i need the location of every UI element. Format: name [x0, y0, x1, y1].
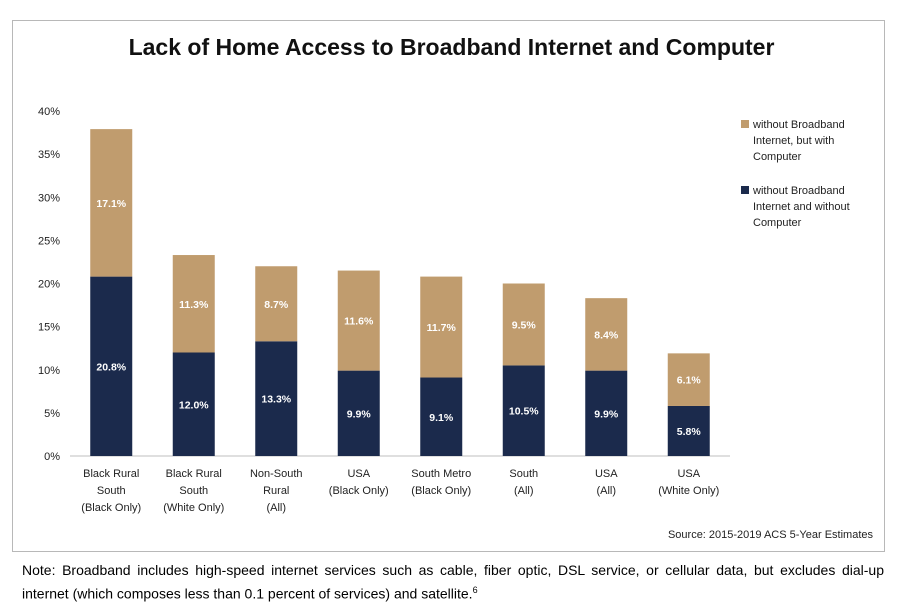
- note-text: Note: Broadband includes high-speed inte…: [22, 562, 884, 602]
- x-tick-label: Non-South: [250, 468, 303, 480]
- x-tick-label: (All): [266, 502, 286, 514]
- bar-segment-no-computer: [667, 405, 710, 456]
- data-label: 12.0%: [179, 399, 209, 411]
- x-tick-label: USA: [595, 468, 618, 480]
- footnote-marker: 6: [472, 585, 478, 595]
- chart-frame: [12, 20, 885, 552]
- data-label: 11.6%: [344, 316, 374, 328]
- x-tick-label: Black Rural: [166, 468, 222, 480]
- y-tick-label: 20%: [38, 279, 60, 291]
- x-tick-label: South: [97, 485, 126, 497]
- bar-segment-with-computer: [585, 298, 628, 371]
- y-tick-label: 25%: [38, 235, 60, 247]
- bar-segment-with-computer: [420, 276, 463, 378]
- legend-label: without Broadband: [752, 185, 845, 197]
- chart-title: Lack of Home Access to Broadband Interne…: [128, 34, 775, 60]
- bar-segment-with-computer: [255, 266, 298, 342]
- legend-swatch: [741, 120, 749, 128]
- x-tick-label: (White Only): [163, 502, 224, 514]
- data-label: 11.3%: [179, 299, 209, 311]
- data-label: 11.7%: [427, 322, 457, 334]
- data-label: 13.3%: [261, 394, 291, 406]
- y-tick-label: 35%: [38, 149, 60, 161]
- bar-segment-with-computer: [90, 129, 133, 277]
- stacked-bar-chart: 0% 5% 10% 15% 20% 25% 30% 35% 40% 20.8% 17.1% Black…: [38, 106, 850, 514]
- x-tick-label: Rural: [263, 485, 289, 497]
- legend-label: Internet, but with: [753, 135, 834, 147]
- y-tick-label: 5%: [44, 408, 60, 420]
- data-label: 8.7%: [264, 299, 289, 311]
- x-tick-label: Black Rural: [83, 468, 139, 480]
- legend-label: Computer: [753, 151, 802, 163]
- x-tick-label: USA: [347, 468, 370, 480]
- x-tick-label: (White Only): [658, 485, 719, 497]
- legend-swatch: [741, 186, 749, 194]
- source-text: Source: 2015-2019 ACS 5-Year Estimates: [667, 529, 873, 541]
- x-tick-label: (All): [514, 485, 534, 497]
- x-tick-label: (All): [596, 485, 616, 497]
- bar-segment-no-computer: [337, 370, 380, 456]
- y-tick-label: 15%: [38, 322, 60, 334]
- y-tick-label: 40%: [38, 106, 60, 118]
- bar-segment-with-computer: [667, 353, 710, 406]
- x-tick-label: South Metro: [411, 468, 471, 480]
- bar-segment-no-computer: [502, 365, 545, 456]
- x-tick-label: USA: [677, 468, 700, 480]
- x-tick-label: South: [509, 468, 538, 480]
- x-tick-label: (Black Only): [411, 485, 471, 497]
- legend-label: without Broadband: [752, 119, 845, 131]
- x-tick-label: (Black Only): [81, 502, 141, 514]
- y-tick-label: 30%: [38, 192, 60, 204]
- y-tick-label: 10%: [38, 365, 60, 377]
- data-label: 9.5%: [512, 319, 537, 331]
- bar-segment-with-computer: [172, 255, 215, 353]
- legend-label: Computer: [753, 217, 802, 229]
- bar-segment-no-computer: [172, 352, 215, 456]
- data-label: 6.1%: [677, 375, 702, 387]
- legend-label: Internet and without: [753, 201, 850, 213]
- bar-segment-no-computer: [255, 341, 298, 456]
- bar-segment-no-computer: [420, 377, 463, 456]
- data-label: 8.4%: [594, 329, 619, 341]
- x-tick-label: South: [179, 485, 208, 497]
- bar-segment-with-computer: [337, 270, 380, 371]
- data-label: 9.9%: [347, 408, 372, 420]
- data-label: 9.9%: [594, 408, 619, 420]
- data-label: 17.1%: [96, 198, 126, 210]
- data-label: 5.8%: [677, 426, 702, 438]
- y-tick-label: 0%: [44, 451, 60, 463]
- bar-segment-no-computer: [90, 276, 133, 456]
- x-tick-label: (Black Only): [329, 485, 389, 497]
- footnote: Note: Broadband includes high-speed inte…: [22, 560, 884, 604]
- bar-segment-no-computer: [585, 370, 628, 456]
- data-label: 20.8%: [96, 361, 126, 373]
- data-label: 10.5%: [509, 406, 539, 418]
- data-label: 9.1%: [429, 412, 454, 424]
- bar-segment-with-computer: [502, 283, 545, 366]
